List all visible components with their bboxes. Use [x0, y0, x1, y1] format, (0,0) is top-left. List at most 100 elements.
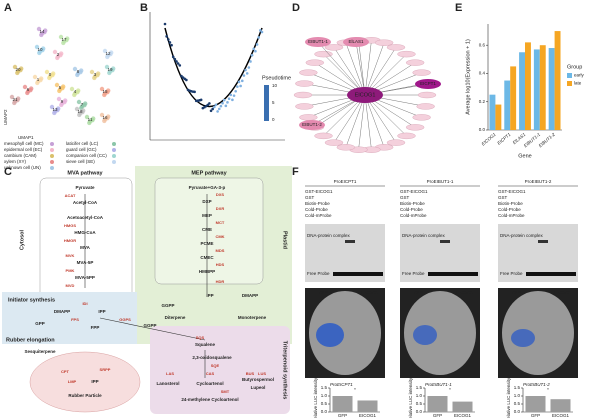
umap-cell: [105, 116, 110, 121]
umap-cell: [32, 74, 38, 80]
enzyme: LUS: [258, 371, 266, 376]
metabolite: Acetoacetyl-CoA: [67, 215, 104, 220]
cell-point: [199, 98, 203, 102]
legend-title: Group: [567, 64, 582, 70]
metabolite: Butyrospermol: [242, 377, 274, 382]
metabolite: IPP: [206, 293, 213, 298]
luc-signal: [511, 329, 535, 347]
row-label: GST: [498, 195, 508, 200]
chart-title: ProEIBUT1-1: [425, 382, 452, 387]
umap-cell: [77, 112, 82, 118]
gene-node: [397, 132, 416, 140]
cluster-label: 9: [61, 99, 64, 104]
gene-node: [305, 59, 324, 66]
legend-swatch: [112, 160, 116, 164]
metabolite: 24-methylene Cycloartenol: [181, 397, 238, 402]
colorbar: [264, 85, 269, 121]
leaf-label: EICOG1: [361, 290, 379, 295]
fpp-arrow: [99, 317, 206, 341]
umap-cell: [75, 72, 80, 78]
cell-point: [240, 79, 244, 83]
bar: [332, 396, 353, 412]
x-tick-label: EIBUT1-2: [538, 132, 557, 149]
y-tick-label: 0.5: [321, 401, 328, 406]
cluster-label: 15: [102, 89, 108, 94]
umap-cell: [47, 75, 52, 81]
umap-cell: [52, 110, 57, 116]
target-node: [343, 37, 369, 47]
enzyme: CPT: [61, 369, 70, 374]
cell-point: [229, 93, 233, 97]
pathway-title: MEP pathway: [191, 170, 227, 176]
gene-node: [412, 114, 431, 121]
y-tick-label: 1.5: [321, 385, 328, 390]
bar: [504, 80, 511, 130]
cell-point: [252, 47, 256, 51]
legend-swatch: [50, 148, 54, 152]
umap-cell: [78, 70, 83, 75]
luc-signal: [413, 325, 437, 345]
cluster-label: 20: [15, 67, 21, 72]
enzyme: HMGR: [64, 238, 76, 243]
edge: [317, 41, 366, 96]
enzyme: LMP: [68, 379, 77, 384]
panel-label: C: [4, 166, 12, 178]
bar: [495, 104, 502, 130]
edge: [345, 94, 366, 148]
y-tick-label: 0.2: [479, 99, 486, 104]
metabolite: MVA-5PP: [75, 275, 95, 280]
umap-cell: [99, 112, 105, 118]
band: [345, 240, 355, 243]
umap-cell: [15, 98, 20, 103]
edge: [364, 42, 385, 96]
gene-node: [314, 50, 333, 58]
metabolite: Lanosterol: [156, 381, 179, 386]
legend-label: late: [574, 81, 582, 86]
gene-node: [397, 50, 416, 58]
band: [538, 240, 548, 243]
bar: [548, 48, 555, 130]
cell-point: [239, 84, 242, 88]
bar: [489, 94, 496, 130]
gene-node: [299, 69, 318, 76]
metabolite: Squalene: [195, 342, 216, 347]
band-label: DNA-protein complex: [500, 233, 544, 238]
metabolite: MVA-5P: [77, 260, 94, 265]
cell-point: [213, 105, 216, 109]
leaf-label: EICOG1: [554, 290, 572, 295]
umap-cell: [38, 78, 43, 83]
cell-point: [219, 104, 223, 108]
x-tick-label: EICOG1: [552, 413, 570, 418]
bar: [554, 31, 561, 130]
band: [333, 272, 383, 276]
bar: [427, 396, 448, 412]
cell-point: [249, 60, 252, 63]
legend-label: mesophyll cell (MC): [4, 141, 44, 146]
enzyme: HDR: [216, 279, 225, 284]
umap-cell: [74, 106, 80, 112]
cell-point: [178, 64, 182, 67]
cell-point: [211, 107, 214, 111]
row-label: GST: [400, 195, 410, 200]
cell-point: [170, 43, 173, 47]
umap-cell: [87, 120, 92, 126]
cell-point: [185, 78, 188, 82]
cell-point: [217, 107, 221, 111]
enzyme: MVD: [66, 283, 75, 288]
metabolite: MVA: [80, 245, 90, 250]
umap-cell: [102, 118, 107, 124]
umap-cell: [49, 104, 55, 110]
y-tick-label: 1.0: [321, 393, 328, 398]
umap-cell: [39, 32, 44, 38]
cell-point: [224, 104, 228, 108]
cluster-label: 6: [27, 87, 30, 92]
edge: [358, 94, 366, 150]
metabolite: Rubber Particle: [68, 393, 102, 398]
legend-label: companion cell (CC): [66, 153, 107, 158]
metabolite: Sesquiterpene: [24, 349, 56, 354]
umap-cell: [57, 88, 62, 94]
x-tick-label: EICOG1: [454, 413, 472, 418]
gene-node: [416, 103, 435, 110]
umap-cell: [58, 53, 63, 58]
panel-label: A: [4, 2, 12, 14]
